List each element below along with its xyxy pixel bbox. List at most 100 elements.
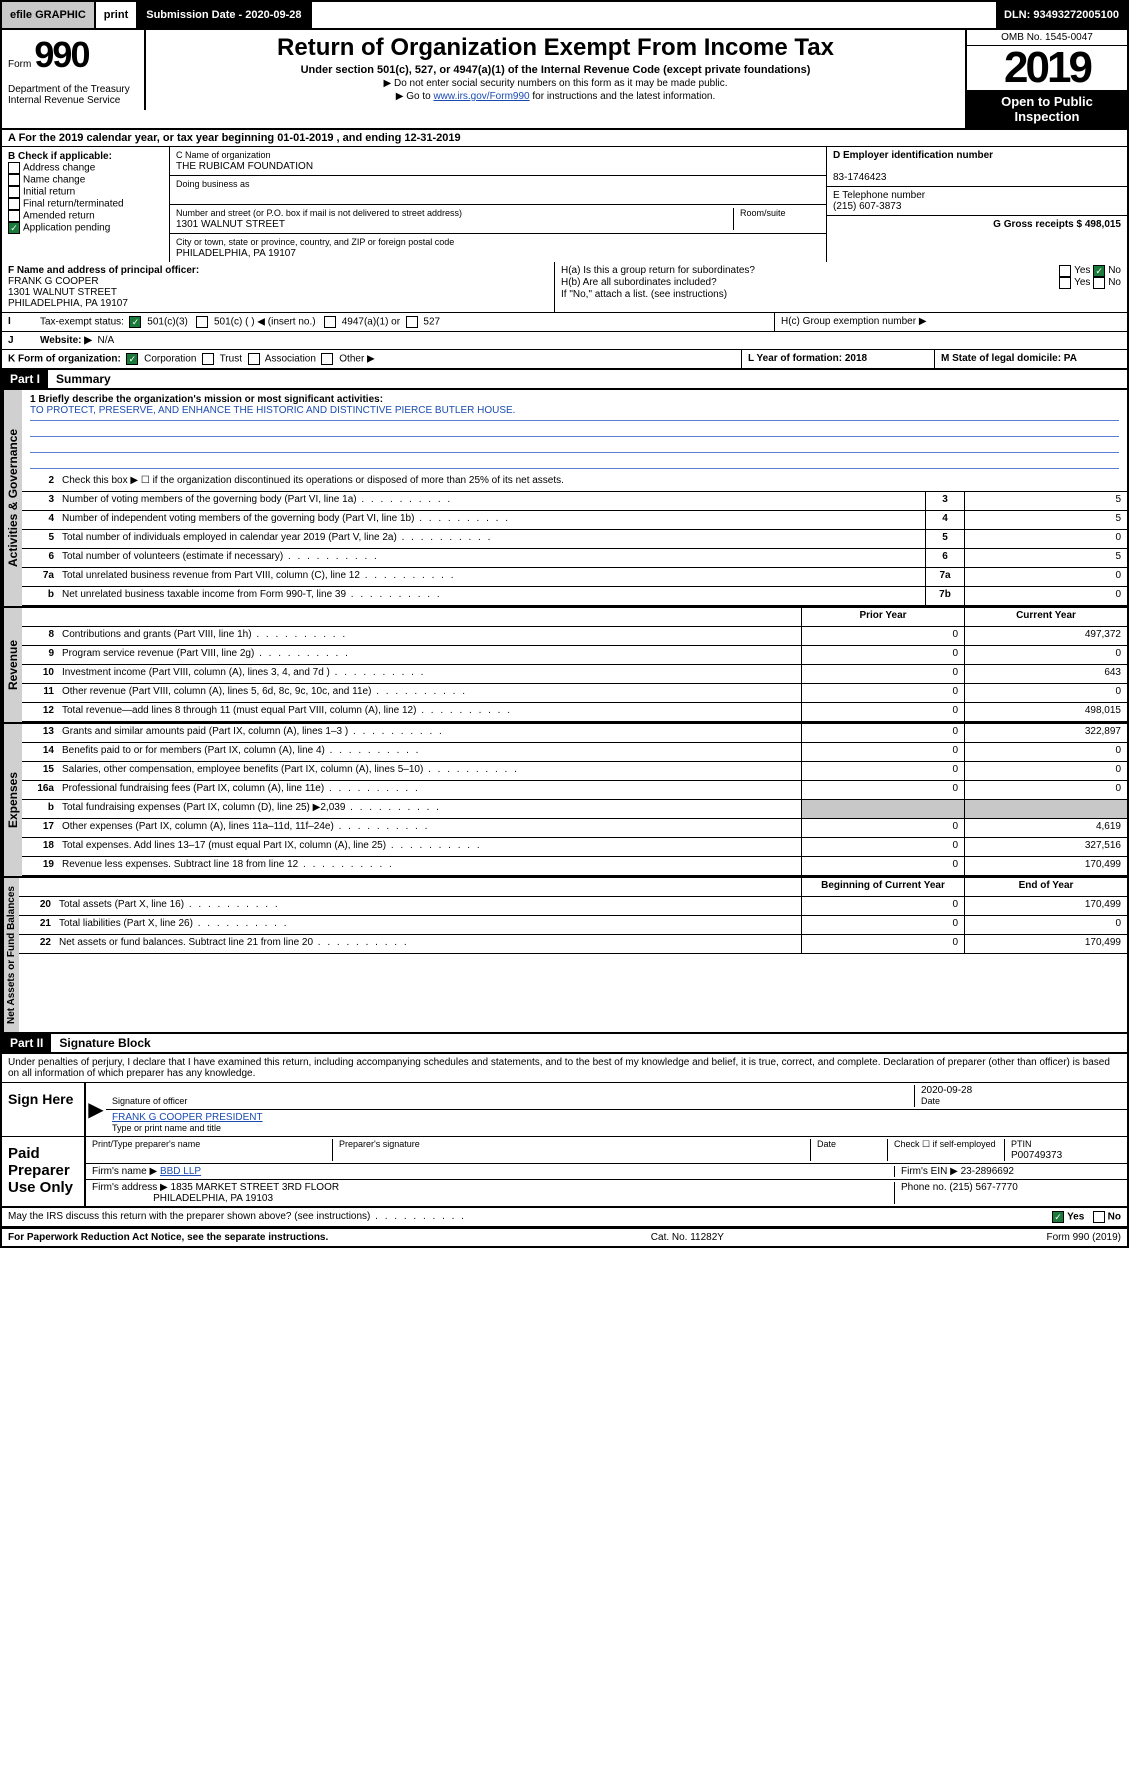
- ha-no[interactable]: ✓: [1093, 265, 1105, 277]
- data-row: 22 Net assets or fund balances. Subtract…: [19, 935, 1127, 954]
- efile-label: efile GRAPHIC: [2, 2, 96, 28]
- form-prefix: Form: [8, 59, 31, 70]
- discuss-yes[interactable]: ✓: [1052, 1211, 1064, 1223]
- check-pending[interactable]: ✓: [8, 222, 20, 234]
- top-bar: efile GRAPHIC print Submission Date - 20…: [0, 0, 1129, 30]
- data-row: 14 Benefits paid to or for members (Part…: [22, 743, 1127, 762]
- gov-row: 7a Total unrelated business revenue from…: [22, 568, 1127, 587]
- line-a: A For the 2019 calendar year, or tax yea…: [2, 130, 1127, 147]
- form-subtitle: Under section 501(c), 527, or 4947(a)(1)…: [156, 64, 955, 76]
- org-city: PHILADELPHIA, PA 19107: [176, 248, 296, 259]
- title-box: Return of Organization Exempt From Incom…: [146, 30, 965, 128]
- exp-section: Expenses 13 Grants and similar amounts p…: [2, 724, 1127, 878]
- check-initial[interactable]: [8, 186, 20, 198]
- fh-row: F Name and address of principal officer:…: [2, 262, 1127, 313]
- perjury-text: Under penalties of perjury, I declare th…: [2, 1054, 1127, 1083]
- check-501c3[interactable]: ✓: [129, 316, 141, 328]
- data-row: 15 Salaries, other compensation, employe…: [22, 762, 1127, 781]
- footer: For Paperwork Reduction Act Notice, see …: [2, 1228, 1127, 1246]
- gov-label: Activities & Governance: [2, 390, 22, 606]
- net-label: Net Assets or Fund Balances: [2, 878, 19, 1032]
- phone: (215) 607-3873: [833, 201, 901, 212]
- year-box: OMB No. 1545-0047 2019 Open to Public In…: [965, 30, 1127, 128]
- part2-header: Part II Signature Block: [2, 1034, 1127, 1054]
- cat-no: Cat. No. 11282Y: [651, 1232, 724, 1243]
- row-klm: K Form of organization: ✓ Corporation Tr…: [2, 350, 1127, 370]
- row-j: J Website: ▶ N/A: [2, 332, 1127, 350]
- firm-name: BBD LLP: [160, 1166, 201, 1177]
- paid-row: Paid Preparer Use Only Print/Type prepar…: [2, 1137, 1127, 1208]
- part1-header: Part I Summary: [2, 370, 1127, 390]
- form-body: Form 990 Department of the Treasury Inte…: [0, 30, 1129, 1248]
- submission-date: Submission Date - 2020-09-28: [138, 2, 311, 28]
- officer-sig-name: FRANK G COOPER PRESIDENT: [112, 1112, 263, 1123]
- irs-label: Internal Revenue Service: [8, 95, 138, 106]
- data-row: b Total fundraising expenses (Part IX, c…: [22, 800, 1127, 819]
- dept-box: Department of the Treasury Internal Reve…: [2, 80, 146, 110]
- form-title: Return of Organization Exempt From Incom…: [156, 34, 955, 62]
- gov-row: 4 Number of independent voting members o…: [22, 511, 1127, 530]
- hb-yes[interactable]: [1059, 277, 1071, 289]
- mission-text: TO PROTECT, PRESERVE, AND ENHANCE THE HI…: [30, 405, 515, 416]
- data-row: 17 Other expenses (Part IX, column (A), …: [22, 819, 1127, 838]
- ein: 83-1746423: [833, 172, 886, 183]
- paid-preparer-label: Paid Preparer Use Only: [2, 1137, 86, 1206]
- data-row: 12 Total revenue—add lines 8 through 11 …: [22, 703, 1127, 722]
- officer-name: FRANK G COOPER: [8, 276, 99, 287]
- row-i: I Tax-exempt status: ✓ 501(c)(3) 501(c) …: [2, 313, 1127, 332]
- box-c: C Name of organization THE RUBICAM FOUND…: [170, 147, 827, 262]
- form-note1: ▶ Do not enter social security numbers o…: [156, 78, 955, 89]
- gross-receipts: G Gross receipts $ 498,015: [993, 219, 1121, 230]
- data-row: 20 Total assets (Part X, line 16) 0 170,…: [19, 897, 1127, 916]
- net-section: Net Assets or Fund Balances Beginning of…: [2, 878, 1127, 1034]
- form-ref: Form 990 (2019): [1047, 1232, 1121, 1243]
- form-header: Form 990 Department of the Treasury Inte…: [2, 30, 1127, 130]
- check-address[interactable]: [8, 162, 20, 174]
- data-row: 8 Contributions and grants (Part VIII, l…: [22, 627, 1127, 646]
- gov-row: 5 Total number of individuals employed i…: [22, 530, 1127, 549]
- gov-row: b Net unrelated business taxable income …: [22, 587, 1127, 606]
- paperwork-notice: For Paperwork Reduction Act Notice, see …: [8, 1232, 328, 1243]
- form-number: 990: [34, 34, 88, 75]
- data-row: 13 Grants and similar amounts paid (Part…: [22, 724, 1127, 743]
- org-address: 1301 WALNUT STREET: [176, 219, 285, 230]
- data-row: 16a Professional fundraising fees (Part …: [22, 781, 1127, 800]
- data-row: 19 Revenue less expenses. Subtract line …: [22, 857, 1127, 876]
- check-amended[interactable]: [8, 210, 20, 222]
- dept-treasury: Department of the Treasury: [8, 84, 138, 95]
- mission-area: 1 Briefly describe the organization's mi…: [22, 390, 1127, 473]
- discuss-row: May the IRS discuss this return with the…: [2, 1208, 1127, 1228]
- gov-section: Activities & Governance 1 Briefly descri…: [2, 390, 1127, 608]
- gov-row: 6 Total number of volunteers (estimate i…: [22, 549, 1127, 568]
- gov-row: 3 Number of voting members of the govern…: [22, 492, 1127, 511]
- ptin: P00749373: [1011, 1150, 1062, 1161]
- dln-label: DLN: 93493272005100: [996, 2, 1127, 28]
- form-number-box: Form 990: [2, 30, 146, 80]
- tax-year: 2019: [967, 46, 1127, 90]
- print-button[interactable]: print: [96, 2, 138, 28]
- open-public: Open to Public Inspection: [967, 90, 1127, 128]
- irs-link[interactable]: www.irs.gov/Form990: [433, 91, 529, 102]
- firm-ein: 23-2896692: [961, 1166, 1014, 1177]
- data-row: 10 Investment income (Part VIII, column …: [22, 665, 1127, 684]
- check-name[interactable]: [8, 174, 20, 186]
- check-corp[interactable]: ✓: [126, 353, 138, 365]
- ha-yes[interactable]: [1059, 265, 1071, 277]
- box-b: B Check if applicable: Address change Na…: [2, 147, 170, 262]
- firm-phone: (215) 567-7770: [949, 1182, 1017, 1193]
- data-row: 21 Total liabilities (Part X, line 26) 0…: [19, 916, 1127, 935]
- rev-section: Revenue Prior Year Current Year 8 Contri…: [2, 608, 1127, 724]
- sign-here-label: Sign Here: [2, 1083, 86, 1136]
- right-col: D Employer identification number 83-1746…: [827, 147, 1127, 262]
- check-final[interactable]: [8, 198, 20, 210]
- website: N/A: [98, 335, 115, 346]
- hb-no[interactable]: [1093, 277, 1105, 289]
- sign-row: Sign Here ▶ Signature of officer 2020-09…: [2, 1083, 1127, 1137]
- rev-label: Revenue: [2, 608, 22, 722]
- data-row: 9 Program service revenue (Part VIII, li…: [22, 646, 1127, 665]
- data-row: 11 Other revenue (Part VIII, column (A),…: [22, 684, 1127, 703]
- org-name: THE RUBICAM FOUNDATION: [176, 161, 313, 172]
- firm-addr: 1835 MARKET STREET 3RD FLOOR: [171, 1182, 340, 1193]
- discuss-no[interactable]: [1093, 1211, 1105, 1223]
- form-note2: ▶ Go to www.irs.gov/Form990 for instruct…: [156, 91, 955, 102]
